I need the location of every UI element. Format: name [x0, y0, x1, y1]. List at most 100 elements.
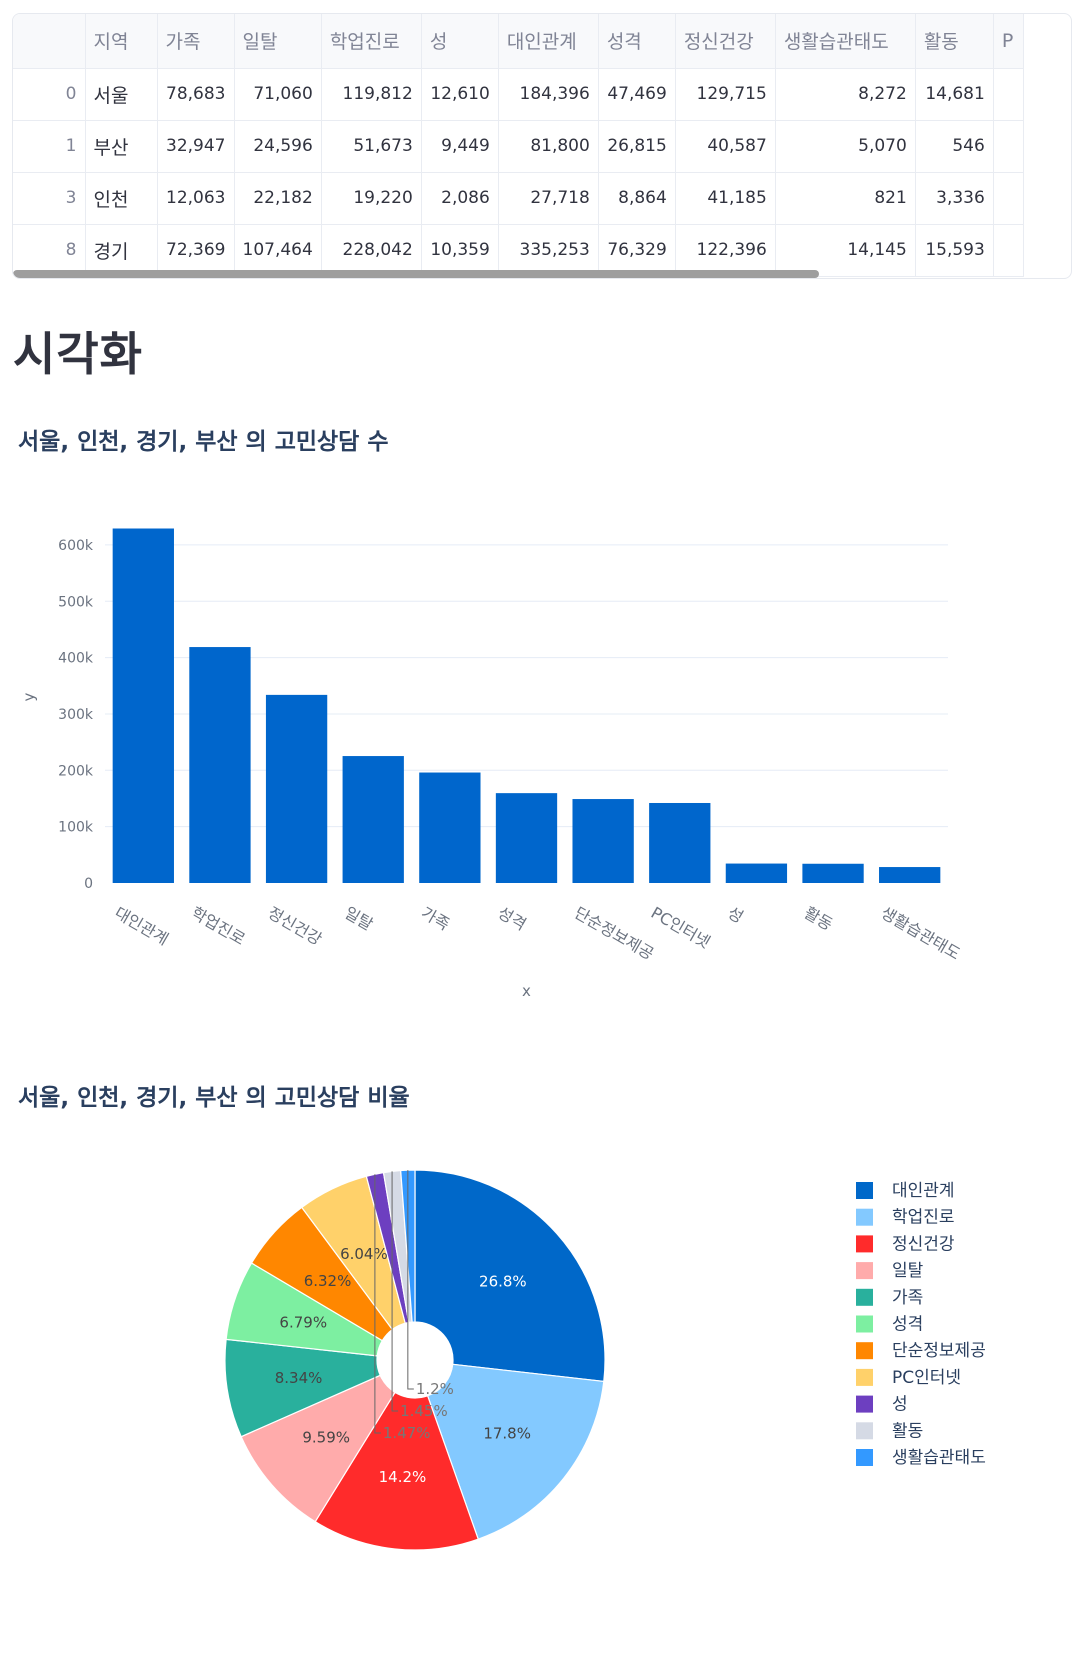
y-tick-label: 600k: [58, 538, 94, 554]
pie-slice[interactable]: [426, 1363, 605, 1540]
value-cell: 9,449: [421, 120, 499, 173]
x-axis-label: x: [522, 982, 531, 1000]
table-row[interactable]: 3 인천 12,063 22,182 19,220 2,086 27,718 8,864 41,…: [13, 172, 1024, 225]
value-cell: 821: [775, 172, 916, 225]
legend-label[interactable]: 정신건강: [892, 1234, 955, 1254]
legend-label[interactable]: 생활습관태도: [892, 1448, 986, 1468]
legend-label[interactable]: 학업진로: [892, 1208, 955, 1228]
pie-slice[interactable]: [240, 1374, 396, 1523]
pie-percent-label: 6.32%: [304, 1272, 352, 1290]
pie-slice[interactable]: [250, 1206, 394, 1342]
legend-label[interactable]: 가족: [892, 1288, 923, 1308]
legend-swatch[interactable]: [856, 1368, 873, 1386]
data-table[interactable]: 지역 가족 일탈 학업진로 성 대인관계 성격 정신건강 생활습관태도 활동 P…: [12, 13, 1072, 279]
x-tick-label: 생활습관태도: [878, 903, 964, 964]
pie-outside-label: 1.47%: [383, 1424, 431, 1442]
row-index: 8: [13, 224, 86, 277]
row-index: 0: [13, 68, 86, 121]
legend-label[interactable]: PC인터넷: [892, 1368, 961, 1388]
value-cell: 546: [915, 120, 994, 173]
x-tick-label: 가족: [418, 903, 453, 934]
bar[interactable]: [342, 756, 404, 883]
truncated-cell: [993, 224, 1024, 277]
legend-swatch[interactable]: [856, 1235, 873, 1253]
pie-chart[interactable]: 26.8% 17.8% 14.2% 9.59% 8.34% 6.79% 6.32% 6.04%…: [0, 1140, 1081, 1673]
legend-swatch[interactable]: [856, 1395, 873, 1413]
legend-swatch[interactable]: [856, 1182, 873, 1199]
bar[interactable]: [572, 799, 634, 883]
value-cell: 41,185: [675, 172, 776, 225]
legend-label[interactable]: 성격: [892, 1315, 923, 1335]
legend-swatch[interactable]: [856, 1449, 873, 1466]
value-cell: 2,086: [421, 172, 499, 225]
col-header-region[interactable]: 지역: [85, 14, 158, 69]
value-cell: 51,673: [321, 120, 422, 173]
col-header-activity[interactable]: 활동: [915, 14, 994, 69]
pie-slice[interactable]: [300, 1175, 407, 1331]
truncated-cell: [993, 172, 1024, 225]
col-header-personality[interactable]: 성격: [598, 14, 676, 69]
y-tick-label: 200k: [58, 763, 94, 779]
col-header-truncated[interactable]: P: [993, 14, 1024, 69]
pie-slice[interactable]: [224, 1338, 382, 1438]
legend-label[interactable]: 활동: [892, 1421, 923, 1441]
col-header-lifestyle[interactable]: 생활습관태도: [775, 14, 916, 69]
col-header-study-career[interactable]: 학업진로: [321, 14, 422, 69]
pie-leader-line: [391, 1171, 399, 1412]
col-header-mental-health[interactable]: 정신건강: [675, 14, 776, 69]
legend-label[interactable]: 대인관계: [892, 1181, 955, 1201]
legend-swatch[interactable]: [856, 1262, 873, 1280]
bar[interactable]: [802, 863, 864, 883]
y-tick-label: 0: [84, 876, 93, 892]
legend-label[interactable]: 성: [892, 1395, 908, 1415]
pie-chart-title: 서울, 인천, 경기, 부산 의 고민상담 비율: [18, 1085, 410, 1111]
value-cell: 71,060: [234, 68, 322, 121]
bar[interactable]: [725, 863, 788, 883]
table-row[interactable]: 1 부산 32,947 24,596 51,673 9,449 81,800 26,815 40…: [13, 120, 1024, 173]
col-header-index[interactable]: [13, 14, 86, 69]
x-tick-label: 학업진로: [188, 903, 249, 949]
value-cell: 81,800: [498, 120, 599, 173]
table-row[interactable]: 0 서울 78,683 71,060 119,812 12,610 184,396 47,46…: [13, 68, 1024, 121]
legend-label[interactable]: 일탈: [892, 1261, 924, 1281]
y-axis-label: y: [20, 692, 38, 701]
value-cell: 14,145: [775, 224, 916, 277]
value-cell: 72,369: [157, 224, 235, 277]
table-header-row: 지역 가족 일탈 학업진로 성 대인관계 성격 정신건강 생활습관태도 활동 P: [13, 14, 1024, 69]
pie-slice[interactable]: [414, 1169, 606, 1383]
bar[interactable]: [495, 793, 558, 883]
col-header-sex[interactable]: 성: [421, 14, 499, 69]
col-header-deviance[interactable]: 일탈: [234, 14, 322, 69]
bar[interactable]: [265, 694, 328, 883]
col-header-family[interactable]: 가족: [157, 14, 235, 69]
bar-chart[interactable]: 0 100k 200k 300k 400k 500k 600k 대인관계 학업진로 정신건강 일탈 가…: [0, 470, 1081, 1030]
y-tick-label: 400k: [58, 651, 94, 667]
bar[interactable]: [112, 528, 174, 883]
value-cell: 335,253: [498, 224, 599, 277]
legend-swatch[interactable]: [856, 1342, 873, 1360]
pie-outside-label: 1.2%: [416, 1380, 454, 1398]
bar[interactable]: [649, 802, 711, 883]
legend-swatch[interactable]: [856, 1208, 873, 1226]
bar[interactable]: [879, 867, 941, 883]
table-row[interactable]: 8 경기 72,369 107,464 228,042 10,359 335,253 76,3…: [13, 224, 1024, 277]
legend-swatch[interactable]: [856, 1422, 873, 1440]
legend-swatch[interactable]: [856, 1315, 873, 1333]
pie-slice[interactable]: [314, 1391, 480, 1551]
pie-slice[interactable]: [225, 1262, 384, 1357]
value-cell: 3,336: [915, 172, 994, 225]
x-tick-label: 성: [724, 903, 746, 927]
horizontal-scrollbar[interactable]: [13, 270, 819, 278]
legend-label[interactable]: 단순정보제공: [892, 1341, 986, 1361]
value-cell: 129,715: [675, 68, 776, 121]
col-header-relationship[interactable]: 대인관계: [498, 14, 599, 69]
bar[interactable]: [189, 647, 251, 883]
truncated-cell: [993, 68, 1024, 121]
legend-swatch[interactable]: [856, 1288, 873, 1306]
value-cell: 22,182: [234, 172, 322, 225]
value-cell: 32,947: [157, 120, 235, 173]
x-tick-label: 활동: [801, 903, 836, 934]
region-cell: 부산: [85, 120, 158, 173]
value-cell: 76,329: [598, 224, 676, 277]
bar[interactable]: [419, 772, 481, 883]
